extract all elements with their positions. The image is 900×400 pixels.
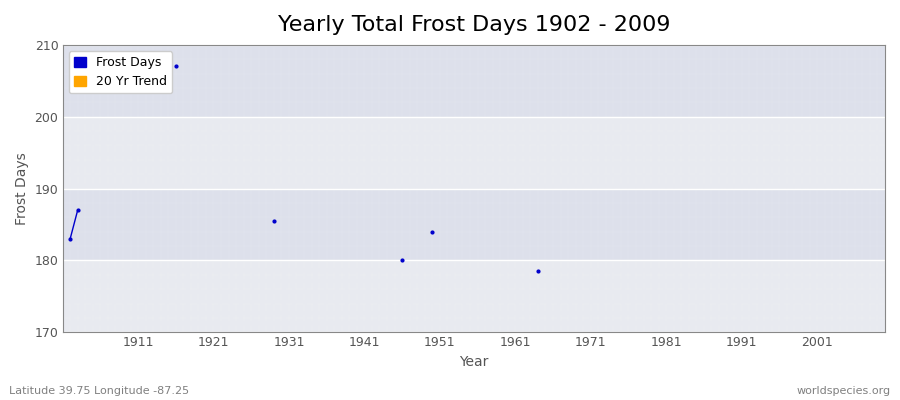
Point (395, 257, 410, 264)
Point (168, 63, 183, 70)
Point (531, 268, 545, 274)
Point (266, 218, 281, 224)
Point (63, 236, 77, 242)
X-axis label: Year: Year (459, 355, 489, 369)
Point (70, 207, 85, 213)
Bar (63, 260, 885, 332)
Text: Latitude 39.75 Longitude -87.25: Latitude 39.75 Longitude -87.25 (9, 386, 189, 396)
Title: Yearly Total Frost Days 1902 - 2009: Yearly Total Frost Days 1902 - 2009 (277, 15, 670, 35)
Legend: Frost Days, 20 Yr Trend: Frost Days, 20 Yr Trend (68, 51, 172, 93)
Bar (63, 117, 885, 188)
Y-axis label: Frost Days: Frost Days (15, 152, 29, 225)
Point (425, 228, 439, 235)
Bar (63, 188, 885, 260)
Text: worldspecies.org: worldspecies.org (796, 386, 891, 396)
Bar (63, 45, 885, 117)
